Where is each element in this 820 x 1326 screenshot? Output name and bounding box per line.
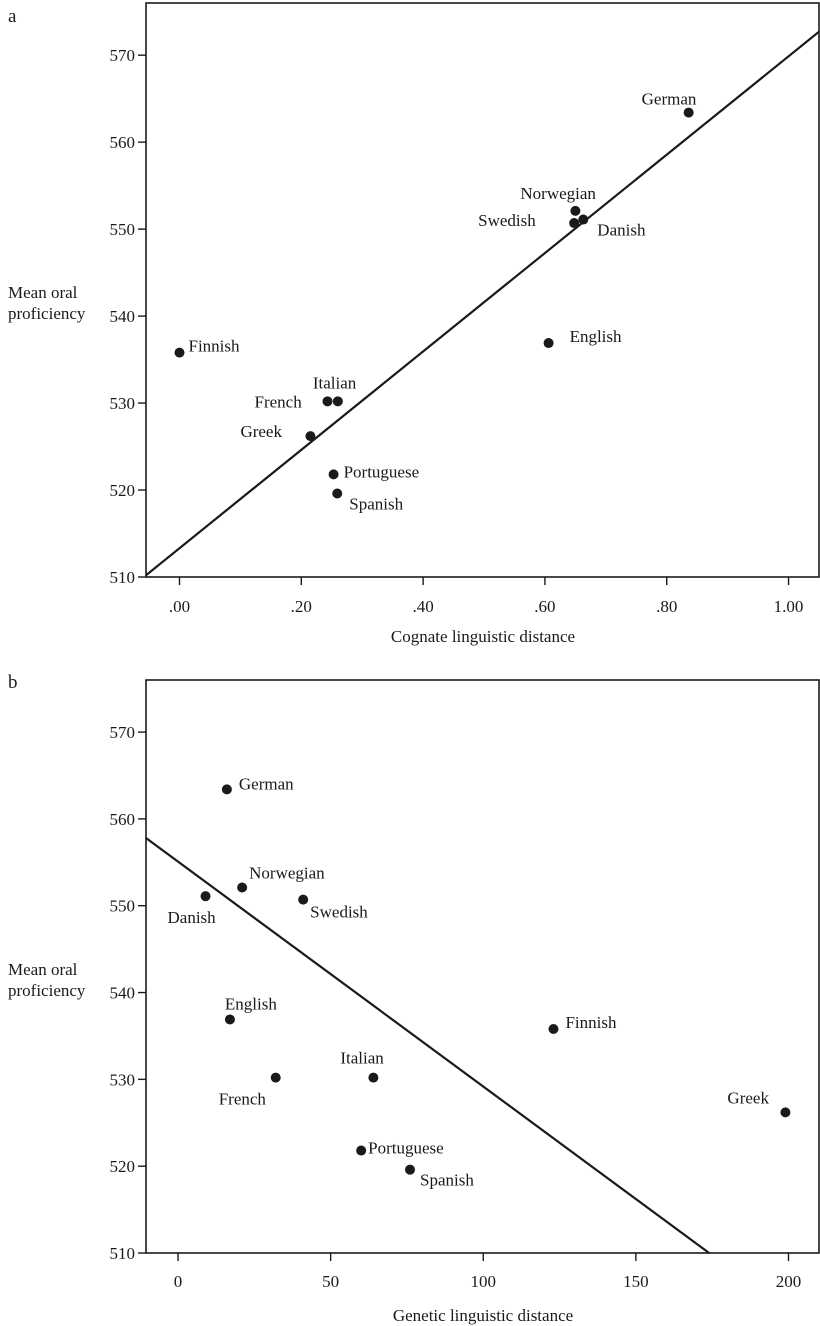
y-tick-label: 540 bbox=[110, 307, 136, 326]
point-label: Greek bbox=[727, 1088, 769, 1107]
data-point bbox=[578, 214, 589, 225]
x-tick-label: 50 bbox=[322, 1272, 339, 1291]
x-tick-label: .40 bbox=[412, 597, 433, 616]
x-axis-title: Genetic linguistic distance bbox=[393, 1306, 573, 1325]
x-tick-label: .60 bbox=[534, 597, 555, 616]
point-label: German bbox=[642, 90, 697, 109]
x-tick-label: .80 bbox=[656, 597, 677, 616]
point-label: Finnish bbox=[565, 1013, 617, 1032]
point-label: Spanish bbox=[420, 1171, 474, 1190]
y-tick-label: 540 bbox=[110, 984, 136, 1003]
point-label: Swedish bbox=[310, 903, 368, 922]
data-point bbox=[368, 1072, 379, 1083]
data-point bbox=[221, 784, 232, 795]
point-label: Danish bbox=[168, 908, 217, 927]
point-label: Spanish bbox=[349, 495, 403, 514]
point-label: Italian bbox=[313, 373, 357, 392]
point-label: Swedish bbox=[478, 211, 536, 230]
y-tick-label: 570 bbox=[110, 46, 136, 65]
data-point bbox=[683, 107, 694, 118]
y-tick-label: 550 bbox=[110, 220, 136, 239]
data-point bbox=[780, 1107, 791, 1118]
y-axis-title: Mean oral bbox=[8, 960, 78, 979]
y-tick-label: 560 bbox=[110, 810, 136, 829]
y-tick-label: 560 bbox=[110, 133, 136, 152]
chart-panel-b: b 510 520 530 540 550 560 570 0 50 100 150 200 Geneti… bbox=[8, 672, 820, 1325]
point-label: French bbox=[254, 392, 302, 411]
data-point bbox=[305, 431, 316, 442]
data-point bbox=[270, 1072, 281, 1083]
point-label: English bbox=[570, 327, 622, 346]
point-label: Norwegian bbox=[520, 184, 596, 203]
data-point bbox=[332, 488, 343, 499]
data-point bbox=[322, 396, 333, 407]
data-point bbox=[328, 469, 339, 480]
x-tick-label: 0 bbox=[174, 1272, 183, 1291]
data-point bbox=[298, 894, 309, 905]
data-point bbox=[224, 1014, 235, 1025]
data-point bbox=[174, 347, 185, 358]
fit-line bbox=[146, 30, 819, 577]
x-tick-label: .20 bbox=[291, 597, 312, 616]
plot-frame bbox=[145, 679, 820, 1254]
y-tick-label: 530 bbox=[110, 1070, 136, 1089]
point-label: Portuguese bbox=[344, 462, 420, 481]
data-point bbox=[200, 891, 211, 902]
data-point bbox=[548, 1024, 559, 1035]
y-tick-label: 510 bbox=[110, 568, 136, 587]
y-tick-label: 570 bbox=[110, 723, 136, 742]
y-axis-title: Mean oral bbox=[8, 283, 78, 302]
x-axis-title: Cognate linguistic distance bbox=[391, 627, 575, 646]
y-axis-title: proficiency bbox=[8, 981, 86, 1000]
y-axis-title: proficiency bbox=[8, 304, 86, 323]
x-tick-label: 100 bbox=[471, 1272, 497, 1291]
point-label: German bbox=[239, 774, 294, 793]
data-point bbox=[405, 1164, 416, 1175]
fit-line bbox=[146, 837, 710, 1253]
point-label: Portuguese bbox=[368, 1139, 444, 1158]
point-label: Norwegian bbox=[249, 863, 325, 882]
x-tick-label: 200 bbox=[776, 1272, 802, 1291]
point-label: Finnish bbox=[188, 337, 240, 356]
y-tick-label: 530 bbox=[110, 394, 136, 413]
data-point bbox=[569, 218, 580, 229]
x-tick-label: .00 bbox=[169, 597, 190, 616]
y-tick-label: 510 bbox=[110, 1244, 136, 1263]
point-label: Danish bbox=[597, 221, 646, 240]
y-tick-label: 520 bbox=[110, 1157, 136, 1176]
data-point bbox=[543, 338, 554, 349]
point-label: Greek bbox=[240, 422, 282, 441]
point-label: Italian bbox=[340, 1049, 384, 1068]
panel-letter: b bbox=[8, 672, 18, 693]
y-tick-label: 520 bbox=[110, 481, 136, 500]
data-point bbox=[570, 205, 581, 216]
plot-frame bbox=[145, 2, 820, 578]
x-tick-label: 1.00 bbox=[774, 597, 804, 616]
panel-letter: a bbox=[8, 6, 17, 27]
chart-panel-a: a 510 520 530 540 550 560 570 .00 .20 .40 .60 .80 1.0… bbox=[8, 2, 820, 646]
data-point bbox=[237, 882, 248, 893]
data-point bbox=[332, 396, 343, 407]
point-label: French bbox=[219, 1090, 267, 1109]
x-tick-label: 150 bbox=[623, 1272, 649, 1291]
data-point bbox=[356, 1145, 367, 1156]
point-label: English bbox=[225, 994, 277, 1013]
y-tick-label: 550 bbox=[110, 897, 136, 916]
